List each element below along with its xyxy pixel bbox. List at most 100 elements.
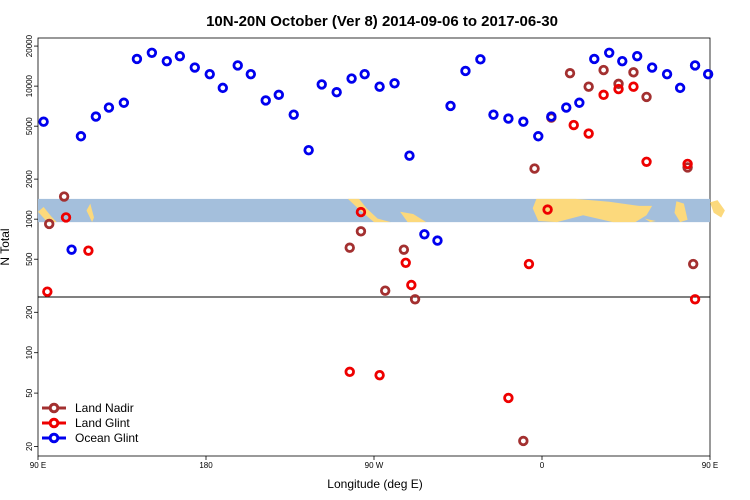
point-ocean-glint <box>702 68 714 80</box>
point-ocean-glint <box>260 95 271 106</box>
point-ocean-glint <box>419 229 430 240</box>
x-tick-label: 90 W <box>365 461 384 470</box>
point-ocean-glint <box>546 111 557 122</box>
point-ocean-glint <box>131 53 143 65</box>
point-land-glint <box>406 279 417 291</box>
y-tick-label: 200 <box>25 305 34 319</box>
y-tick-label: 1000 <box>25 210 34 228</box>
point-ocean-glint <box>432 235 443 246</box>
point-ocean-glint <box>245 68 256 80</box>
point-land-glint <box>689 294 701 305</box>
point-ocean-glint <box>561 102 572 113</box>
point-ocean-glint <box>488 109 499 120</box>
x-tick-label: 0 <box>540 461 545 470</box>
map-land <box>86 203 94 223</box>
point-ocean-glint <box>331 87 342 98</box>
point-land-nadir <box>380 285 391 296</box>
point-ocean-glint <box>316 79 327 90</box>
legend-entry-land-glint: Land Glint <box>42 416 130 430</box>
y-tick-label: 2000 <box>25 170 34 188</box>
point-ocean-glint <box>174 50 186 62</box>
x-tick-label: 180 <box>199 461 213 470</box>
point-ocean-glint <box>303 144 314 156</box>
point-ocean-glint <box>204 68 215 80</box>
point-ocean-glint <box>389 78 400 89</box>
point-land-nadir <box>641 91 652 103</box>
point-ocean-glint <box>38 116 49 127</box>
point-ocean-glint <box>533 131 544 142</box>
point-ocean-glint <box>445 100 456 112</box>
plot-frame <box>37 37 711 457</box>
point-land-glint <box>641 156 652 167</box>
point-ocean-glint <box>632 50 643 62</box>
map-land <box>347 198 391 223</box>
point-ocean-glint <box>146 47 158 59</box>
point-land-glint <box>60 212 72 223</box>
point-land-glint <box>83 245 94 256</box>
y-tick-label: 10000 <box>25 74 34 97</box>
map-land <box>38 207 57 223</box>
point-ocean-glint <box>103 102 115 113</box>
point-ocean-glint <box>217 82 228 94</box>
legend: Land Nadir Land Glint Ocean Glint <box>42 401 139 445</box>
point-land-glint <box>598 89 609 101</box>
point-ocean-glint <box>75 131 87 142</box>
point-ocean-glint <box>604 47 615 59</box>
y-tick-label: 100 <box>25 345 34 359</box>
legend-swatch-marker <box>48 417 60 429</box>
legend-label-ocean-glint: Ocean Glint <box>75 431 139 445</box>
point-ocean-glint <box>674 82 686 94</box>
point-ocean-glint <box>273 89 284 101</box>
data-points <box>38 47 714 447</box>
point-ocean-glint <box>661 68 673 80</box>
point-ocean-glint <box>589 53 600 65</box>
map-land <box>400 211 427 223</box>
map-land <box>710 200 725 218</box>
point-land-glint <box>628 81 639 92</box>
y-axis-label: N Total <box>0 228 12 265</box>
point-ocean-glint <box>66 244 77 255</box>
point-ocean-glint <box>404 150 415 161</box>
x-axis: 90 E 180 90 W 0 90 E <box>30 456 718 470</box>
point-ocean-glint <box>503 113 514 124</box>
point-ocean-glint <box>189 62 200 73</box>
point-land-nadir <box>58 191 70 202</box>
point-land-nadir <box>613 78 624 90</box>
legend-entry-ocean-glint: Ocean Glint <box>42 431 139 445</box>
point-land-glint <box>568 119 579 131</box>
point-land-glint <box>400 257 411 268</box>
point-land-glint <box>583 128 594 139</box>
y-axis: 20 50 100 200 500 1000 2000 5000 10000 20000 <box>25 34 38 451</box>
point-land-glint <box>374 369 385 381</box>
map-land <box>674 201 688 223</box>
point-ocean-glint <box>118 97 130 108</box>
y-tick-label: 20 <box>25 442 34 451</box>
legend-swatch-marker <box>48 402 60 414</box>
chart-title: 10N-20N October (Ver 8) 2014-09-06 to 20… <box>206 13 558 30</box>
point-land-nadir <box>583 81 594 92</box>
map-land <box>532 198 653 223</box>
point-ocean-glint <box>288 109 299 120</box>
point-ocean-glint <box>346 73 357 84</box>
point-land-nadir <box>409 294 421 305</box>
point-land-nadir <box>564 68 576 79</box>
point-land-nadir <box>628 67 639 78</box>
legend-label-land-glint: Land Glint <box>75 416 130 430</box>
y-tick-label: 500 <box>25 252 34 266</box>
point-ocean-glint <box>374 81 385 92</box>
point-land-glint <box>355 206 367 218</box>
point-land-glint <box>613 83 624 95</box>
point-land-glint <box>523 258 535 270</box>
point-ocean-glint <box>475 54 486 65</box>
x-tick-label: 90 E <box>30 461 46 470</box>
y-tick-label: 5000 <box>25 117 34 135</box>
x-axis-label: Longitude (deg E) <box>327 477 422 491</box>
point-land-glint <box>42 286 53 297</box>
map-band <box>38 198 725 223</box>
x-tick-label: 90 E <box>702 461 718 470</box>
point-ocean-glint <box>90 111 102 122</box>
point-land-nadir <box>529 163 540 174</box>
point-land-glint <box>344 366 355 378</box>
point-land-nadir <box>355 226 367 237</box>
point-land-nadir <box>518 435 529 447</box>
